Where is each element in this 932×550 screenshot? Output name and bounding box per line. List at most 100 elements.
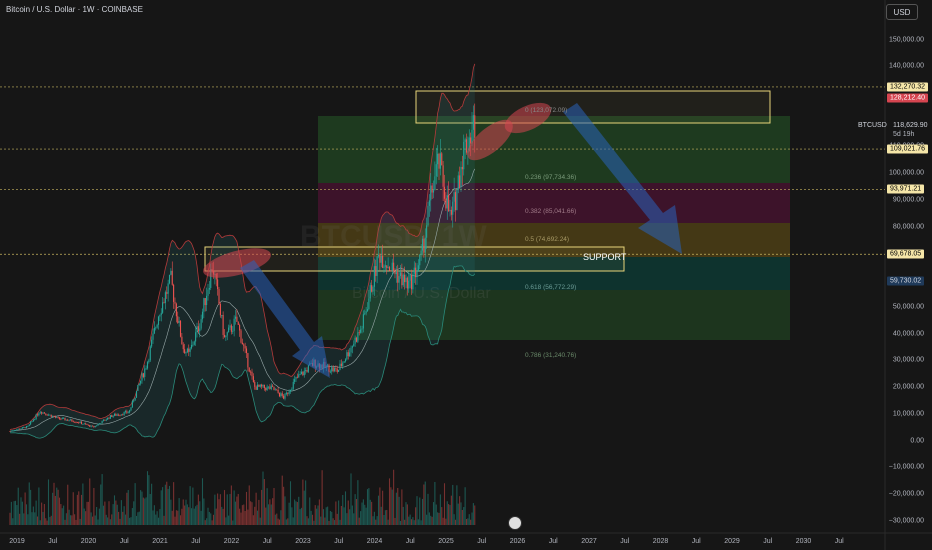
volume-bar — [35, 500, 37, 525]
volume-bar — [222, 508, 224, 525]
candle-body — [130, 407, 132, 411]
candle-body — [289, 389, 292, 392]
candle-body — [34, 419, 36, 420]
candle-body — [266, 386, 268, 391]
symbol-title[interactable]: Bitcoin / U.S. Dollar · 1W · COINBASE — [6, 5, 143, 14]
volume-bar — [435, 504, 437, 525]
candle-body — [283, 395, 285, 399]
candle-body — [219, 304, 221, 316]
candle-body — [461, 166, 463, 170]
volume-bar — [332, 518, 334, 525]
basis-line[interactable] — [9, 168, 476, 432]
candle-body — [173, 284, 175, 302]
candle-body — [148, 360, 150, 363]
price-level-label: 128,212.40 — [887, 93, 929, 103]
y-tick-label: 10,000.00 — [892, 410, 924, 418]
volume-bar — [23, 513, 25, 525]
fib-level-label: 0.618 (56,772.29) — [525, 283, 577, 291]
y-tick-label: 30,000.00 — [892, 356, 924, 364]
volume-bar — [366, 489, 369, 525]
fib-level-label: 0.382 (85,041.66) — [525, 208, 577, 216]
volume-bar — [184, 505, 186, 525]
volume-bar — [248, 485, 250, 525]
volume-bar — [151, 483, 153, 525]
volume-bar — [267, 504, 270, 525]
x-tick-label: 2022 — [223, 538, 240, 545]
volume-bar — [60, 504, 62, 525]
candle-body — [439, 153, 441, 169]
candle-body — [303, 370, 305, 376]
volume-bar — [74, 514, 76, 525]
support-label[interactable]: SUPPORT — [583, 252, 627, 262]
candle-body — [217, 279, 219, 290]
candle-body — [126, 411, 128, 413]
volume-bar — [252, 515, 254, 525]
candle-body — [57, 416, 59, 418]
candle-body — [284, 393, 286, 399]
candle-body — [93, 426, 95, 428]
volume-bar — [365, 507, 367, 525]
volume-bar — [58, 497, 61, 525]
volume-bar — [470, 519, 472, 525]
volume-bar — [442, 517, 444, 525]
x-tick-label: 2028 — [652, 538, 669, 545]
volume-bar — [406, 504, 408, 525]
volume-bar — [234, 501, 237, 525]
volume-bar — [46, 520, 48, 525]
volume-bar — [195, 506, 197, 525]
volume-bar — [395, 492, 397, 525]
volume-bar — [369, 499, 371, 525]
candle-body — [156, 324, 158, 328]
volume-bar — [170, 499, 172, 525]
y-tick-label: −20,000.00 — [888, 490, 924, 498]
x-tick-label: Jul — [691, 538, 701, 545]
volume-bar — [211, 520, 213, 525]
volume-bar — [394, 517, 396, 525]
candle-body — [101, 420, 103, 424]
candle-body — [131, 400, 133, 408]
volume-bar — [285, 519, 287, 525]
candle-body — [415, 267, 417, 278]
candle-body — [38, 413, 40, 416]
x-tick-label: 2030 — [795, 538, 812, 545]
candle-body — [107, 417, 109, 420]
volume-bar — [263, 479, 265, 525]
volume-bar — [225, 517, 227, 525]
candle-body — [16, 429, 18, 431]
candle-body — [116, 414, 118, 416]
candle-body — [234, 316, 237, 319]
candle-body — [449, 209, 451, 212]
candle-body — [98, 423, 100, 425]
x-tick-label: 2021 — [152, 538, 168, 545]
candle-body — [454, 192, 457, 211]
volume-bar — [415, 507, 417, 525]
volume-bar — [78, 491, 80, 525]
x-tick-label: 2026 — [509, 538, 526, 545]
volume-bar — [171, 510, 173, 525]
currency-button[interactable]: USD — [886, 4, 918, 20]
volume-bar — [420, 520, 422, 525]
volume-bar — [188, 507, 190, 525]
volume-bar — [380, 506, 382, 525]
tradingview-logo-icon[interactable] — [508, 516, 522, 530]
volume-bar — [474, 505, 476, 525]
volume-bar — [419, 497, 421, 525]
volume-bar — [289, 481, 292, 525]
candle-body — [89, 425, 91, 427]
volume-bar — [131, 508, 133, 525]
volume-bar — [182, 499, 184, 525]
candle-body — [368, 298, 370, 310]
candle-body — [140, 380, 142, 384]
volume-bar — [50, 515, 52, 525]
candle-body — [120, 414, 122, 416]
volume-bar — [181, 508, 183, 525]
volume-bar — [266, 488, 268, 525]
lower-band-line[interactable] — [9, 265, 476, 439]
volume-bar — [91, 516, 94, 525]
volume-bar — [69, 515, 72, 525]
volume-bar — [284, 496, 286, 525]
candle-body — [262, 384, 264, 387]
volume-bar — [42, 511, 44, 525]
volume-bar — [105, 514, 107, 525]
